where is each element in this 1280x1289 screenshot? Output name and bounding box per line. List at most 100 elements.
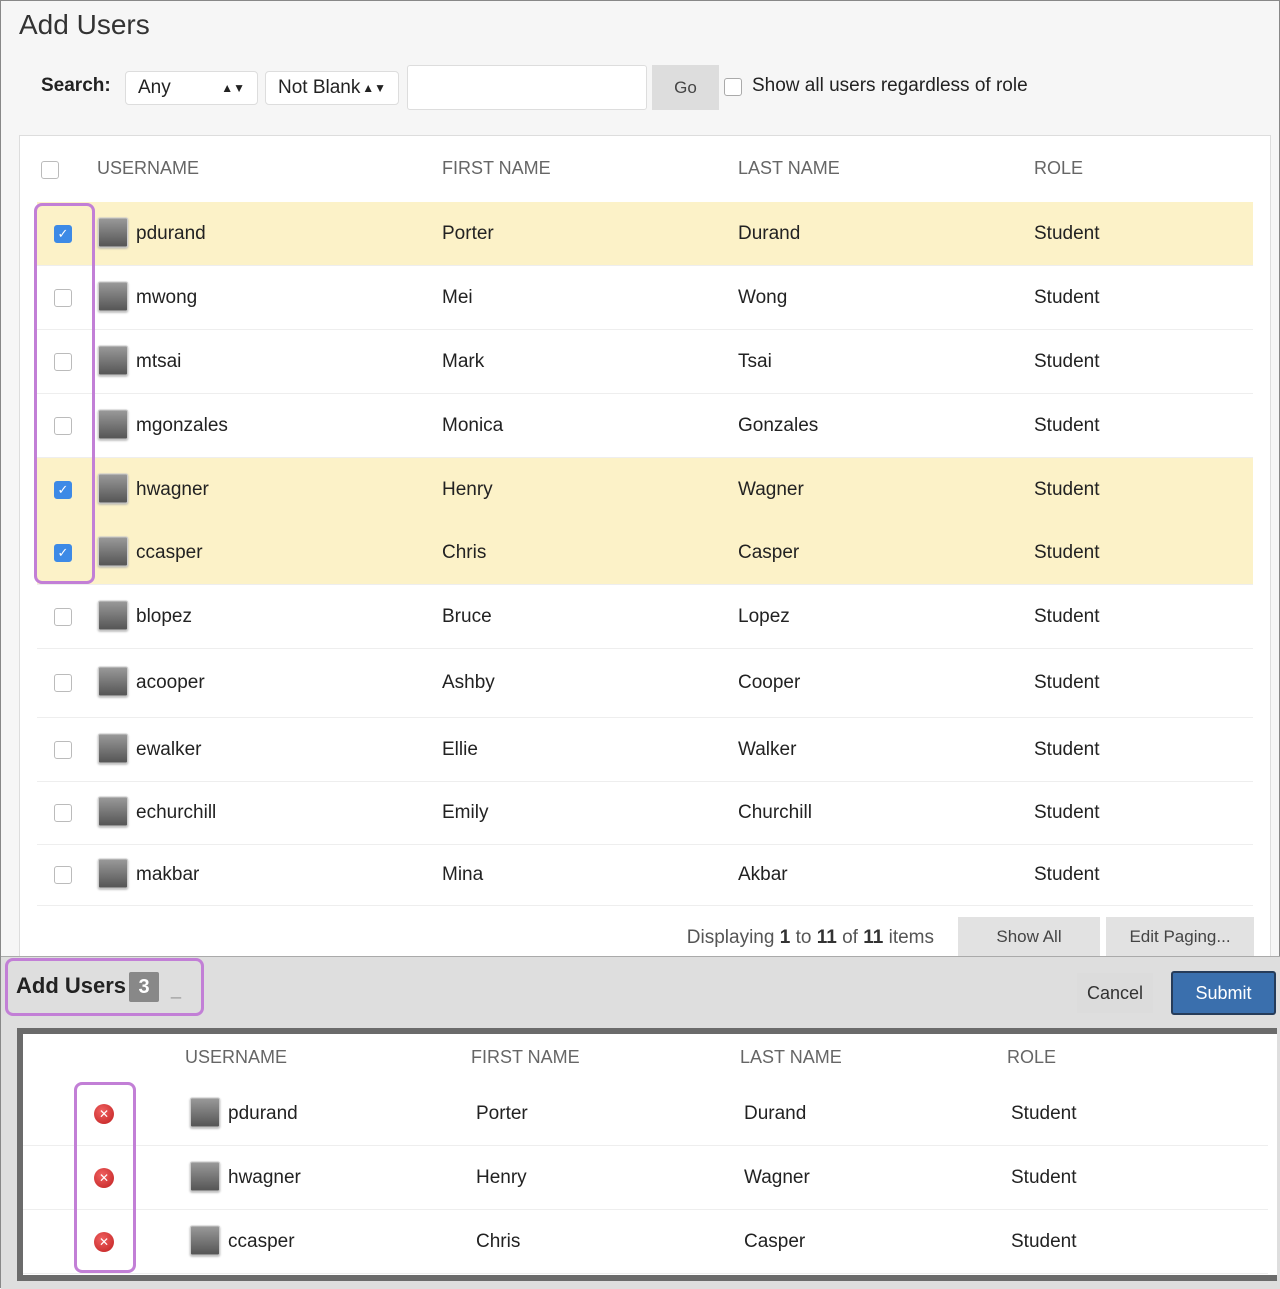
first-name-cell: Ashby	[442, 672, 495, 693]
pager-of-word: of	[842, 927, 858, 948]
avatar	[98, 600, 128, 630]
column-header-last-name[interactable]: LAST NAME	[738, 158, 840, 178]
remove-user-icon[interactable]: ✕	[94, 1167, 114, 1188]
row-checkbox[interactable]	[54, 288, 72, 307]
row-checkbox[interactable]: ✓	[54, 543, 72, 562]
username-cell: acooper	[136, 672, 205, 693]
last-name-cell: Churchill	[738, 801, 812, 823]
table-row[interactable]: mgonzales Monica Gonzales Student	[37, 394, 1253, 458]
table-row[interactable]: mtsai Mark Tsai Student	[37, 330, 1253, 394]
first-name-cell: Henry	[442, 478, 493, 500]
search-operator-value: Not Blank	[278, 77, 361, 98]
column-header-first-name[interactable]: FIRST NAME	[442, 158, 551, 178]
page-title: Add Users	[19, 9, 150, 40]
table-row[interactable]: makbar Mina Akbar Student	[37, 845, 1253, 906]
role-cell: Student	[1011, 1230, 1077, 1252]
avatar	[190, 1097, 220, 1127]
go-button[interactable]: Go	[652, 65, 719, 110]
table-row[interactable]: ewalker Ellie Walker Student	[37, 718, 1253, 782]
username-cell: makbar	[136, 864, 200, 885]
tray-column-header-username: USERNAME	[185, 1047, 288, 1067]
row-checkbox[interactable]: ✓	[54, 224, 72, 243]
avatar	[98, 281, 128, 311]
remove-user-icon[interactable]: ✕	[94, 1103, 114, 1124]
row-checkbox[interactable]	[54, 866, 72, 884]
first-name-cell: Mei	[442, 286, 473, 308]
avatar	[98, 345, 128, 375]
pager-from: 1	[779, 927, 791, 948]
table-row[interactable]: acooper Ashby Cooper Student	[37, 649, 1253, 718]
selected-user-row: ✕ hwagner Henry Wagner Student	[23, 1146, 1268, 1210]
updown-arrows-icon: ▲▼	[362, 81, 386, 95]
username-cell: hwagner	[228, 1166, 301, 1188]
highlight-tray-title	[5, 958, 204, 1016]
show-all-users-label: Show all users regardless of role	[752, 75, 1028, 96]
table-row[interactable]: echurchill Emily Churchill Student	[37, 781, 1253, 845]
role-cell: Student	[1034, 738, 1100, 760]
role-cell: Student	[1011, 1166, 1077, 1188]
row-checkbox[interactable]	[54, 740, 72, 759]
row-checkbox[interactable]	[54, 607, 72, 626]
username-cell: blopez	[136, 605, 192, 627]
tray-column-header-last-name: LAST NAME	[740, 1047, 842, 1067]
table-row[interactable]: ✓ ccasper Chris Casper Student	[37, 521, 1253, 585]
username-cell: hwagner	[136, 478, 209, 500]
show-all-users-checkbox[interactable]	[724, 78, 742, 96]
row-checkbox[interactable]	[54, 416, 72, 435]
row-checkbox[interactable]: ✓	[54, 480, 72, 499]
row-checkbox[interactable]	[54, 352, 72, 371]
submit-button[interactable]: Submit	[1171, 971, 1276, 1015]
row-checkbox[interactable]	[54, 674, 72, 692]
username-cell: pdurand	[136, 222, 206, 244]
select-all-checkbox[interactable]	[41, 161, 59, 179]
remove-user-icon[interactable]: ✕	[94, 1231, 114, 1252]
last-name-cell: Cooper	[738, 672, 801, 693]
last-name-cell: Wagner	[744, 1166, 810, 1188]
updown-arrows-icon: ▲▼	[221, 81, 245, 95]
search-field-select[interactable]: Any ▲▼	[125, 71, 258, 105]
username-cell: echurchill	[136, 801, 217, 823]
role-cell: Student	[1034, 222, 1100, 244]
username-cell: pdurand	[228, 1102, 298, 1124]
tray-title: Add Users	[16, 973, 127, 998]
column-header-role[interactable]: ROLE	[1034, 158, 1084, 178]
last-name-cell: Walker	[738, 738, 797, 760]
cancel-button[interactable]: Cancel	[1077, 973, 1153, 1013]
table-row[interactable]: ✓ hwagner Henry Wagner Student	[37, 458, 1253, 522]
role-cell: Student	[1034, 541, 1100, 563]
minimize-tray-button[interactable]: _	[171, 979, 182, 999]
column-header-username[interactable]: USERNAME	[97, 158, 200, 178]
last-name-cell: Casper	[738, 541, 800, 563]
first-name-cell: Monica	[442, 414, 504, 436]
first-name-cell: Porter	[442, 222, 494, 244]
username-cell: ccasper	[228, 1230, 295, 1252]
last-name-cell: Lopez	[738, 605, 790, 627]
first-name-cell: Mark	[442, 350, 485, 372]
first-name-cell: Chris	[476, 1230, 521, 1252]
selected-count-badge: 3	[129, 972, 159, 1002]
edit-paging-button[interactable]: Edit Paging...	[1106, 917, 1254, 957]
role-cell: Student	[1034, 672, 1100, 693]
first-name-cell: Henry	[476, 1166, 527, 1188]
role-cell: Student	[1034, 350, 1100, 372]
last-name-cell: Durand	[744, 1102, 807, 1124]
table-row[interactable]: blopez Bruce Lopez Student	[37, 585, 1253, 649]
username-cell: mwong	[136, 286, 198, 308]
role-cell: Student	[1034, 414, 1100, 436]
last-name-cell: Casper	[744, 1230, 806, 1252]
username-cell: mgonzales	[136, 414, 228, 436]
search-field-value: Any	[138, 77, 171, 98]
role-cell: Student	[1034, 801, 1100, 823]
avatar	[98, 217, 128, 247]
show-all-button[interactable]: Show All	[958, 917, 1100, 957]
first-name-cell: Bruce	[442, 605, 492, 627]
avatar	[190, 1225, 220, 1255]
row-checkbox[interactable]	[54, 803, 72, 822]
pager-suffix: items	[888, 927, 934, 948]
table-row[interactable]: ✓ pdurand Porter Durand Student	[37, 202, 1253, 266]
first-name-cell: Ellie	[442, 738, 478, 760]
avatar	[98, 536, 128, 566]
table-row[interactable]: mwong Mei Wong Student	[37, 266, 1253, 330]
search-input[interactable]	[407, 65, 647, 110]
search-operator-select[interactable]: Not Blank ▲▼	[265, 71, 399, 105]
